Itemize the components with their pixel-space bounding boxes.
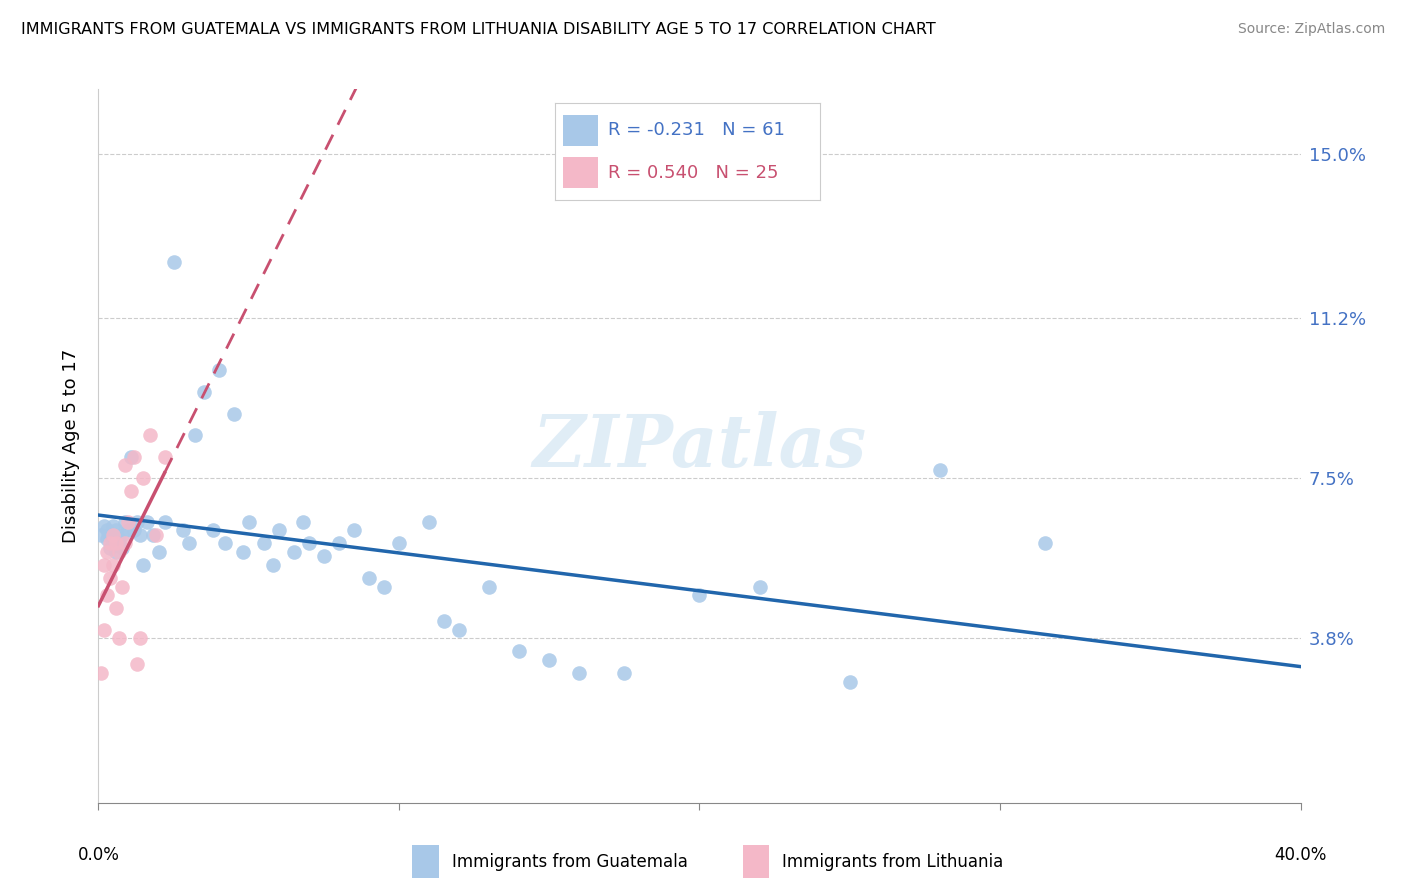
Point bbox=[253, 536, 276, 550]
Point bbox=[93, 623, 115, 637]
Point bbox=[689, 588, 711, 602]
Point bbox=[96, 588, 118, 602]
Point bbox=[127, 657, 149, 672]
Point bbox=[93, 519, 115, 533]
Point bbox=[193, 384, 215, 399]
Point bbox=[508, 644, 530, 658]
Point bbox=[96, 532, 118, 546]
Point bbox=[478, 580, 501, 594]
Point bbox=[201, 524, 224, 538]
Point bbox=[141, 527, 163, 541]
Point bbox=[568, 666, 591, 681]
Point bbox=[114, 515, 136, 529]
Point bbox=[103, 558, 125, 572]
Point bbox=[135, 515, 157, 529]
Point bbox=[93, 558, 115, 572]
Text: 0.0%: 0.0% bbox=[77, 846, 120, 863]
Point bbox=[114, 536, 136, 550]
Point bbox=[114, 458, 136, 473]
Point bbox=[132, 558, 155, 572]
Point bbox=[132, 471, 155, 485]
Point bbox=[90, 527, 112, 541]
Point bbox=[343, 524, 366, 538]
Point bbox=[117, 515, 139, 529]
Point bbox=[108, 532, 131, 546]
Text: 40.0%: 40.0% bbox=[1274, 846, 1327, 863]
Point bbox=[312, 549, 335, 564]
Point bbox=[613, 666, 636, 681]
Point bbox=[388, 536, 411, 550]
Point bbox=[129, 527, 152, 541]
Point bbox=[111, 527, 134, 541]
Point bbox=[538, 653, 561, 667]
Point bbox=[283, 545, 305, 559]
Point bbox=[447, 623, 470, 637]
Point bbox=[267, 524, 290, 538]
Point bbox=[103, 536, 125, 550]
Text: ZIPatlas: ZIPatlas bbox=[533, 410, 866, 482]
Point bbox=[105, 601, 128, 615]
Point bbox=[105, 536, 128, 550]
Point bbox=[748, 580, 770, 594]
Point bbox=[222, 407, 245, 421]
Point bbox=[172, 524, 194, 538]
Point bbox=[108, 545, 131, 559]
Point bbox=[208, 363, 231, 377]
Point bbox=[1033, 536, 1056, 550]
Point bbox=[96, 545, 118, 559]
Point bbox=[357, 571, 380, 585]
Point bbox=[838, 674, 860, 689]
Point bbox=[111, 541, 134, 555]
Point bbox=[100, 541, 122, 555]
Point bbox=[129, 632, 152, 646]
Point bbox=[929, 463, 952, 477]
Y-axis label: Disability Age 5 to 17: Disability Age 5 to 17 bbox=[62, 349, 80, 543]
Point bbox=[124, 524, 146, 538]
Point bbox=[373, 580, 395, 594]
Point bbox=[232, 545, 254, 559]
Text: Source: ZipAtlas.com: Source: ZipAtlas.com bbox=[1237, 22, 1385, 37]
Point bbox=[145, 527, 167, 541]
Point bbox=[433, 614, 456, 628]
Point bbox=[121, 484, 143, 499]
Point bbox=[108, 632, 131, 646]
Point bbox=[127, 515, 149, 529]
Point bbox=[117, 524, 139, 538]
Point bbox=[121, 450, 143, 464]
Point bbox=[124, 450, 146, 464]
Point bbox=[291, 515, 314, 529]
Point bbox=[418, 515, 440, 529]
Point bbox=[162, 255, 184, 269]
Point bbox=[100, 536, 122, 550]
Point bbox=[105, 545, 128, 559]
Point bbox=[108, 536, 131, 550]
Point bbox=[183, 428, 205, 442]
Point bbox=[103, 527, 125, 541]
Point bbox=[111, 580, 134, 594]
Point bbox=[100, 527, 122, 541]
Point bbox=[96, 524, 118, 538]
Point bbox=[238, 515, 260, 529]
Point bbox=[214, 536, 236, 550]
Text: IMMIGRANTS FROM GUATEMALA VS IMMIGRANTS FROM LITHUANIA DISABILITY AGE 5 TO 17 CO: IMMIGRANTS FROM GUATEMALA VS IMMIGRANTS … bbox=[21, 22, 936, 37]
Point bbox=[153, 450, 176, 464]
Point bbox=[105, 524, 128, 538]
Point bbox=[100, 571, 122, 585]
Point bbox=[103, 519, 125, 533]
Point bbox=[138, 428, 160, 442]
Point bbox=[90, 666, 112, 681]
Point bbox=[148, 545, 170, 559]
Point bbox=[177, 536, 200, 550]
Point bbox=[328, 536, 350, 550]
Point bbox=[298, 536, 321, 550]
Point bbox=[262, 558, 284, 572]
Point bbox=[153, 515, 176, 529]
